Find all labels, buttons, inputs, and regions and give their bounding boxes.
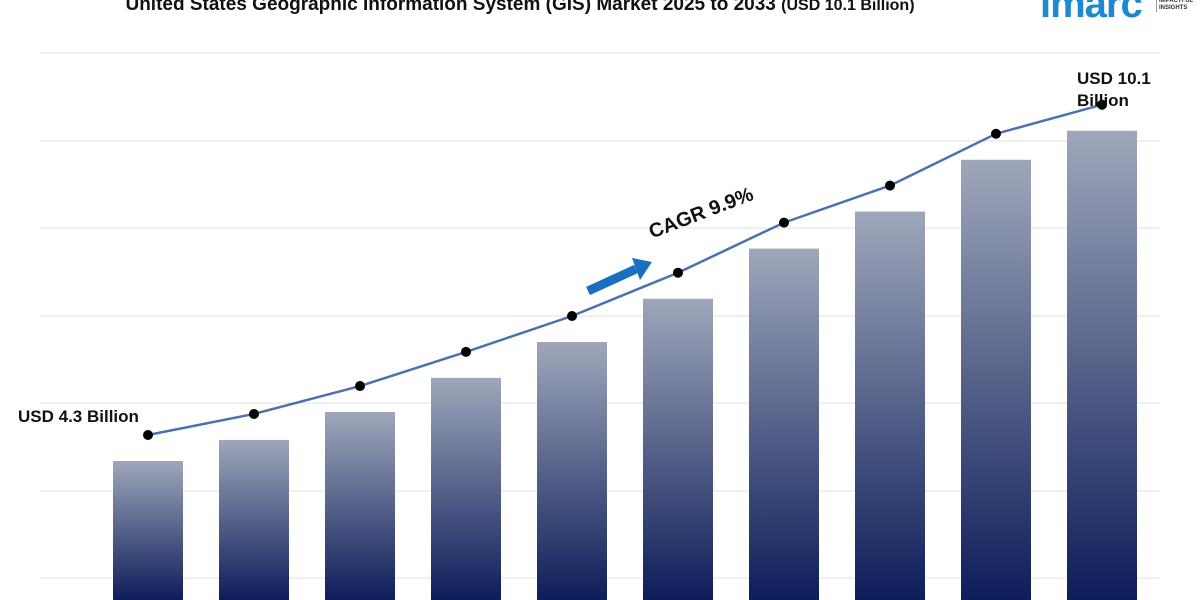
bar xyxy=(537,342,607,600)
trend-marker xyxy=(673,267,683,278)
trend-marker xyxy=(143,430,153,441)
end-label: USD 10.1 Billion xyxy=(1077,69,1151,110)
bar xyxy=(113,461,183,600)
trend-line xyxy=(147,103,1103,437)
cagr-arrow xyxy=(586,258,652,296)
bar xyxy=(431,377,501,600)
bar xyxy=(961,159,1031,600)
trend-marker xyxy=(885,180,895,191)
trend-marker xyxy=(1097,99,1107,110)
trend-marker xyxy=(249,408,259,419)
brand-logo: imarc xyxy=(1040,0,1143,26)
chart-subtitle: (USD 10.1 Billion) xyxy=(781,0,915,14)
arrow-shaft xyxy=(586,264,638,296)
bar xyxy=(855,211,925,600)
trend-marker xyxy=(567,311,577,322)
bar xyxy=(749,248,819,600)
arrow-head xyxy=(632,258,652,280)
bar xyxy=(643,298,713,600)
trend-marker xyxy=(779,217,789,228)
bar xyxy=(1067,130,1137,600)
trend-marker xyxy=(991,128,1001,139)
chart-title-row: United States Geographic Information Sys… xyxy=(0,0,1040,16)
bar xyxy=(325,412,395,600)
chart-title: United States Geographic Information Sys… xyxy=(125,0,776,15)
start-label: USD 4.3 Billion xyxy=(18,407,139,426)
bar xyxy=(219,439,289,600)
brand-tagline: IMPACTFUL INSIGHTS xyxy=(1156,0,1200,12)
trend-marker xyxy=(355,381,365,392)
trend-marker xyxy=(461,346,471,357)
